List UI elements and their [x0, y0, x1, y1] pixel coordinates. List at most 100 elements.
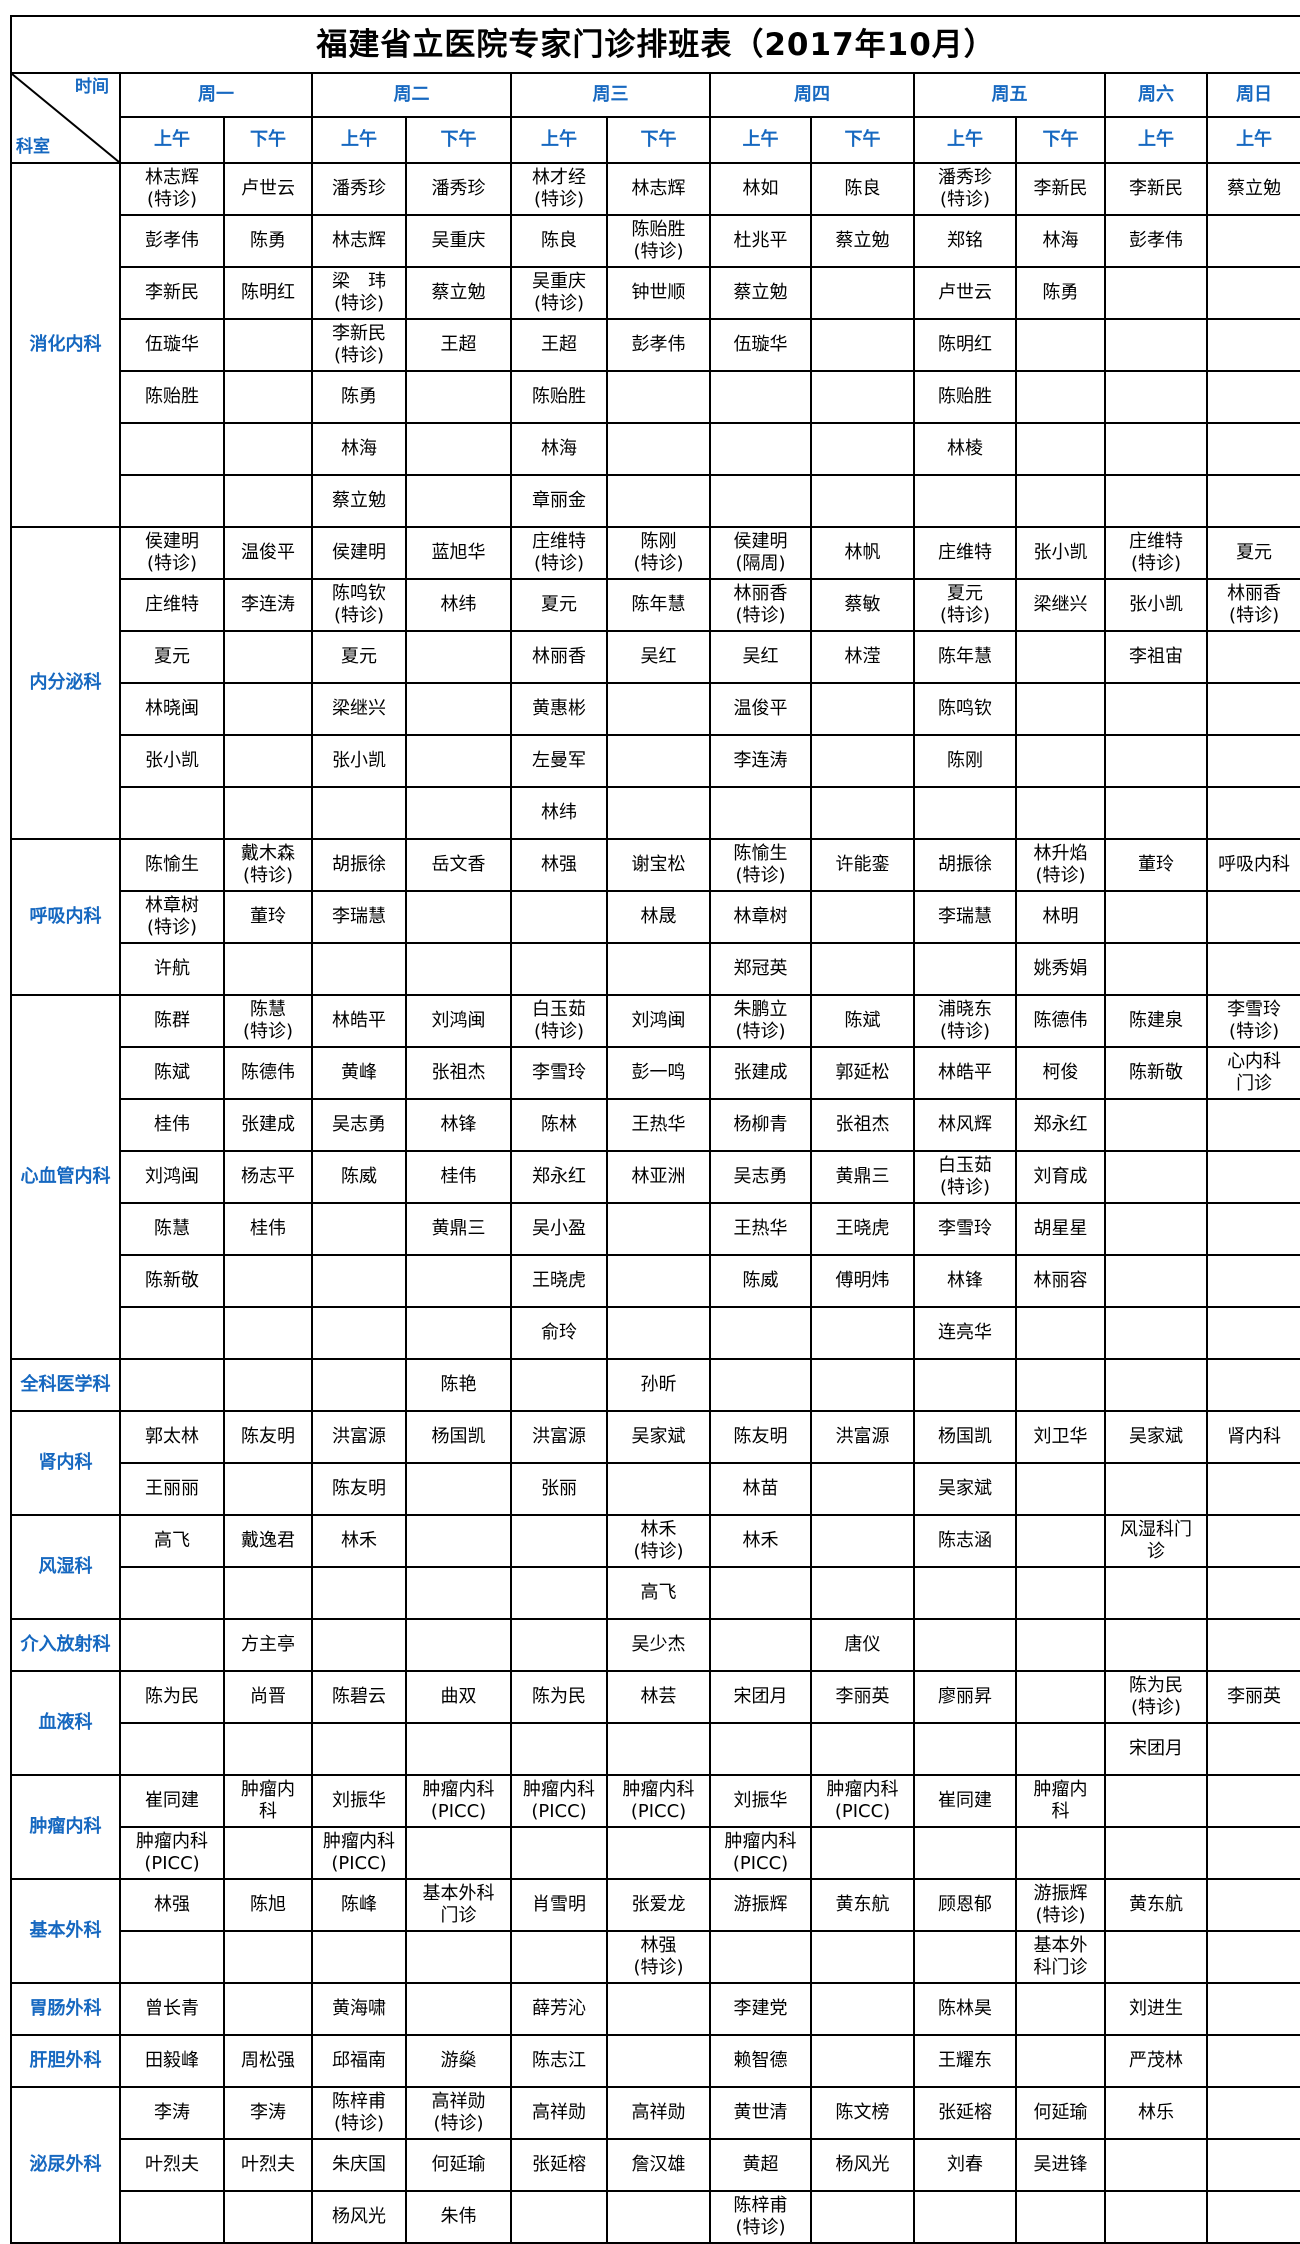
schedule-cell: 吴红: [606, 630, 711, 684]
schedule-cell: 李瑞慧: [311, 890, 407, 944]
schedule-cell: 朱鹏立 (特诊): [709, 994, 812, 1048]
table-row: 刘鸿闽 杨志平 陈威 桂伟 郑永红 林亚洲 吴志勇 黄鼎三 白玉茹 (特诊) 刘育成: [11, 1150, 1300, 1204]
schedule-cell: 张建成: [223, 1098, 313, 1152]
schedule-cell: [223, 1722, 313, 1776]
schedule-cell: [510, 1618, 608, 1672]
schedule-cell: [1205, 1254, 1300, 1308]
schedule-cell: 陈勇: [1015, 266, 1106, 320]
schedule-cell: 刘进生: [1104, 1982, 1208, 2036]
schedule-cell: 高祥勋: [510, 2086, 608, 2140]
schedule-cell: 蔡立勉: [810, 214, 915, 268]
schedule-cell: [1205, 1462, 1300, 1516]
schedule-cell: [606, 942, 711, 996]
schedule-cell: 宋团月: [1104, 1722, 1208, 1776]
schedule-cell: 杨风光: [311, 2190, 407, 2244]
schedule-cell: 林禾: [709, 1514, 812, 1568]
schedule-cell: 林帆: [810, 526, 915, 580]
schedule-cell: 吴重庆: [405, 214, 512, 268]
schedule-cell: [606, 786, 711, 840]
schedule-cell: [223, 318, 313, 372]
schedule-cell: 林纬: [405, 578, 512, 632]
schedule-cell: [311, 786, 407, 840]
schedule-cell: [1205, 1774, 1300, 1828]
table-row: 介入放射科 方主亭 吴少杰 唐仪: [10, 1618, 1300, 1672]
schedule-cell: 肾内科: [1205, 1410, 1300, 1464]
schedule-cell: [405, 890, 512, 944]
schedule-cell: [1015, 1358, 1106, 1412]
schedule-cell: [405, 1826, 512, 1880]
department-label: 肝胆外科: [10, 2034, 121, 2088]
department-label: 呼吸内科: [10, 838, 121, 996]
schedule-cell: 潘秀珍: [405, 162, 512, 216]
schedule-cell: 李丽英: [810, 1670, 915, 1724]
schedule-cell: [810, 1722, 915, 1776]
schedule-cell: 肿瘤内科 (PICC): [405, 1774, 512, 1828]
corner-time-label: 时间: [75, 77, 109, 97]
schedule-cell: [405, 474, 512, 528]
day-header: 周一: [119, 71, 313, 119]
table-row: 消化内科 林志辉 (特诊) 卢世云 潘秀珍 潘秀珍 林才经 (特诊) 林志辉 林如 陈良 潘秀珍 …: [10, 162, 1300, 528]
schedule-cell: 黄超: [709, 2138, 812, 2192]
schedule-cell: [606, 370, 711, 424]
schedule-cell: [1205, 2138, 1300, 2192]
schedule-cell: [223, 1826, 313, 1880]
schedule-cell: 曲双: [405, 1670, 512, 1724]
schedule-cell: 郑永红: [510, 1150, 608, 1204]
schedule-cell: 黄惠彬: [510, 682, 608, 736]
schedule-cell: [1205, 2086, 1300, 2140]
schedule-cell: [1104, 942, 1208, 996]
schedule-cell: 李瑞慧: [913, 890, 1017, 944]
schedule-cell: [1015, 734, 1106, 788]
schedule-cell: [709, 1306, 812, 1360]
schedule-cell: 李新民: [119, 266, 225, 320]
schedule-cell: [1015, 786, 1106, 840]
schedule-cell: 陈友明: [223, 1410, 313, 1464]
schedule-cell: 郑永红: [1015, 1098, 1106, 1152]
schedule-cell: 陈慧: [119, 1202, 225, 1256]
schedule-cell: 杨国凯: [913, 1410, 1017, 1464]
schedule-cell: 黄东航: [810, 1878, 915, 1932]
schedule-cell: 肿瘤内 科: [1015, 1774, 1106, 1828]
schedule-cell: 李涛: [223, 2086, 313, 2140]
schedule-cell: [223, 734, 313, 788]
schedule-cell: 钟世顺: [606, 266, 711, 320]
schedule-cell: 林滢: [810, 630, 915, 684]
schedule-cell: 陈斌: [119, 1046, 225, 1100]
schedule-cell: 陈良: [510, 214, 608, 268]
schedule-cell: [1205, 422, 1300, 476]
schedule-cell: 刘振华: [709, 1774, 812, 1828]
schedule-cell: 浦晓东 (特诊): [913, 994, 1017, 1048]
schedule-cell: [810, 2190, 915, 2244]
schedule-cell: 王丽丽: [119, 1462, 225, 1516]
schedule-cell: [1205, 1514, 1300, 1568]
schedule-cell: 林禾 (特诊): [606, 1514, 711, 1568]
page-title: 福建省立医院专家门诊排班表（2017年10月）: [9, 15, 1300, 74]
schedule-cell: [606, 1982, 711, 2036]
schedule-cell: 肿瘤内科 (PICC): [119, 1826, 225, 1880]
schedule-cell: 曾长青: [119, 1982, 225, 2036]
schedule-cell: [709, 370, 812, 424]
schedule-cell: [1104, 1098, 1208, 1152]
schedule-cell: 林锋: [913, 1254, 1017, 1308]
table-row: 肾内科 郭太林 陈友明 洪富源 杨国凯 洪富源 吴家斌 陈友明 洪富源 杨国凯 刘卫华 吴家斌 肾内科: [10, 1410, 1300, 1516]
corner-header: 时间 科室: [10, 72, 121, 164]
schedule-cell: 陈愉生 (特诊): [709, 838, 812, 892]
schedule-cell: [1205, 734, 1300, 788]
table-row: 庄维特 李连涛 陈鸣钦 (特诊) 林纬 夏元 陈年慧 林丽香 (特诊) 蔡敏 夏元 (特诊) 梁继…: [11, 578, 1300, 632]
schedule-cell: [709, 1358, 812, 1412]
schedule-cell: [1205, 1826, 1300, 1880]
schedule-cell: [709, 422, 812, 476]
schedule-cell: 庄维特 (特诊): [510, 526, 608, 580]
schedule-cell: [510, 1930, 608, 1984]
schedule-cell: 黄世清: [709, 2086, 812, 2140]
schedule-cell: 张丽: [510, 1462, 608, 1516]
schedule-cell: 潘秀珍: [311, 162, 407, 216]
schedule-cell: 陈良: [810, 162, 915, 216]
schedule-cell: 郭延松: [810, 1046, 915, 1100]
schedule-cell: 王热华: [606, 1098, 711, 1152]
schedule-cell: 吴少杰: [606, 1618, 711, 1672]
schedule-cell: 桂伟: [405, 1150, 512, 1204]
schedule-cell: 董玲: [1104, 838, 1208, 892]
schedule-cell: [606, 734, 711, 788]
schedule-cell: 许能銮: [810, 838, 915, 892]
